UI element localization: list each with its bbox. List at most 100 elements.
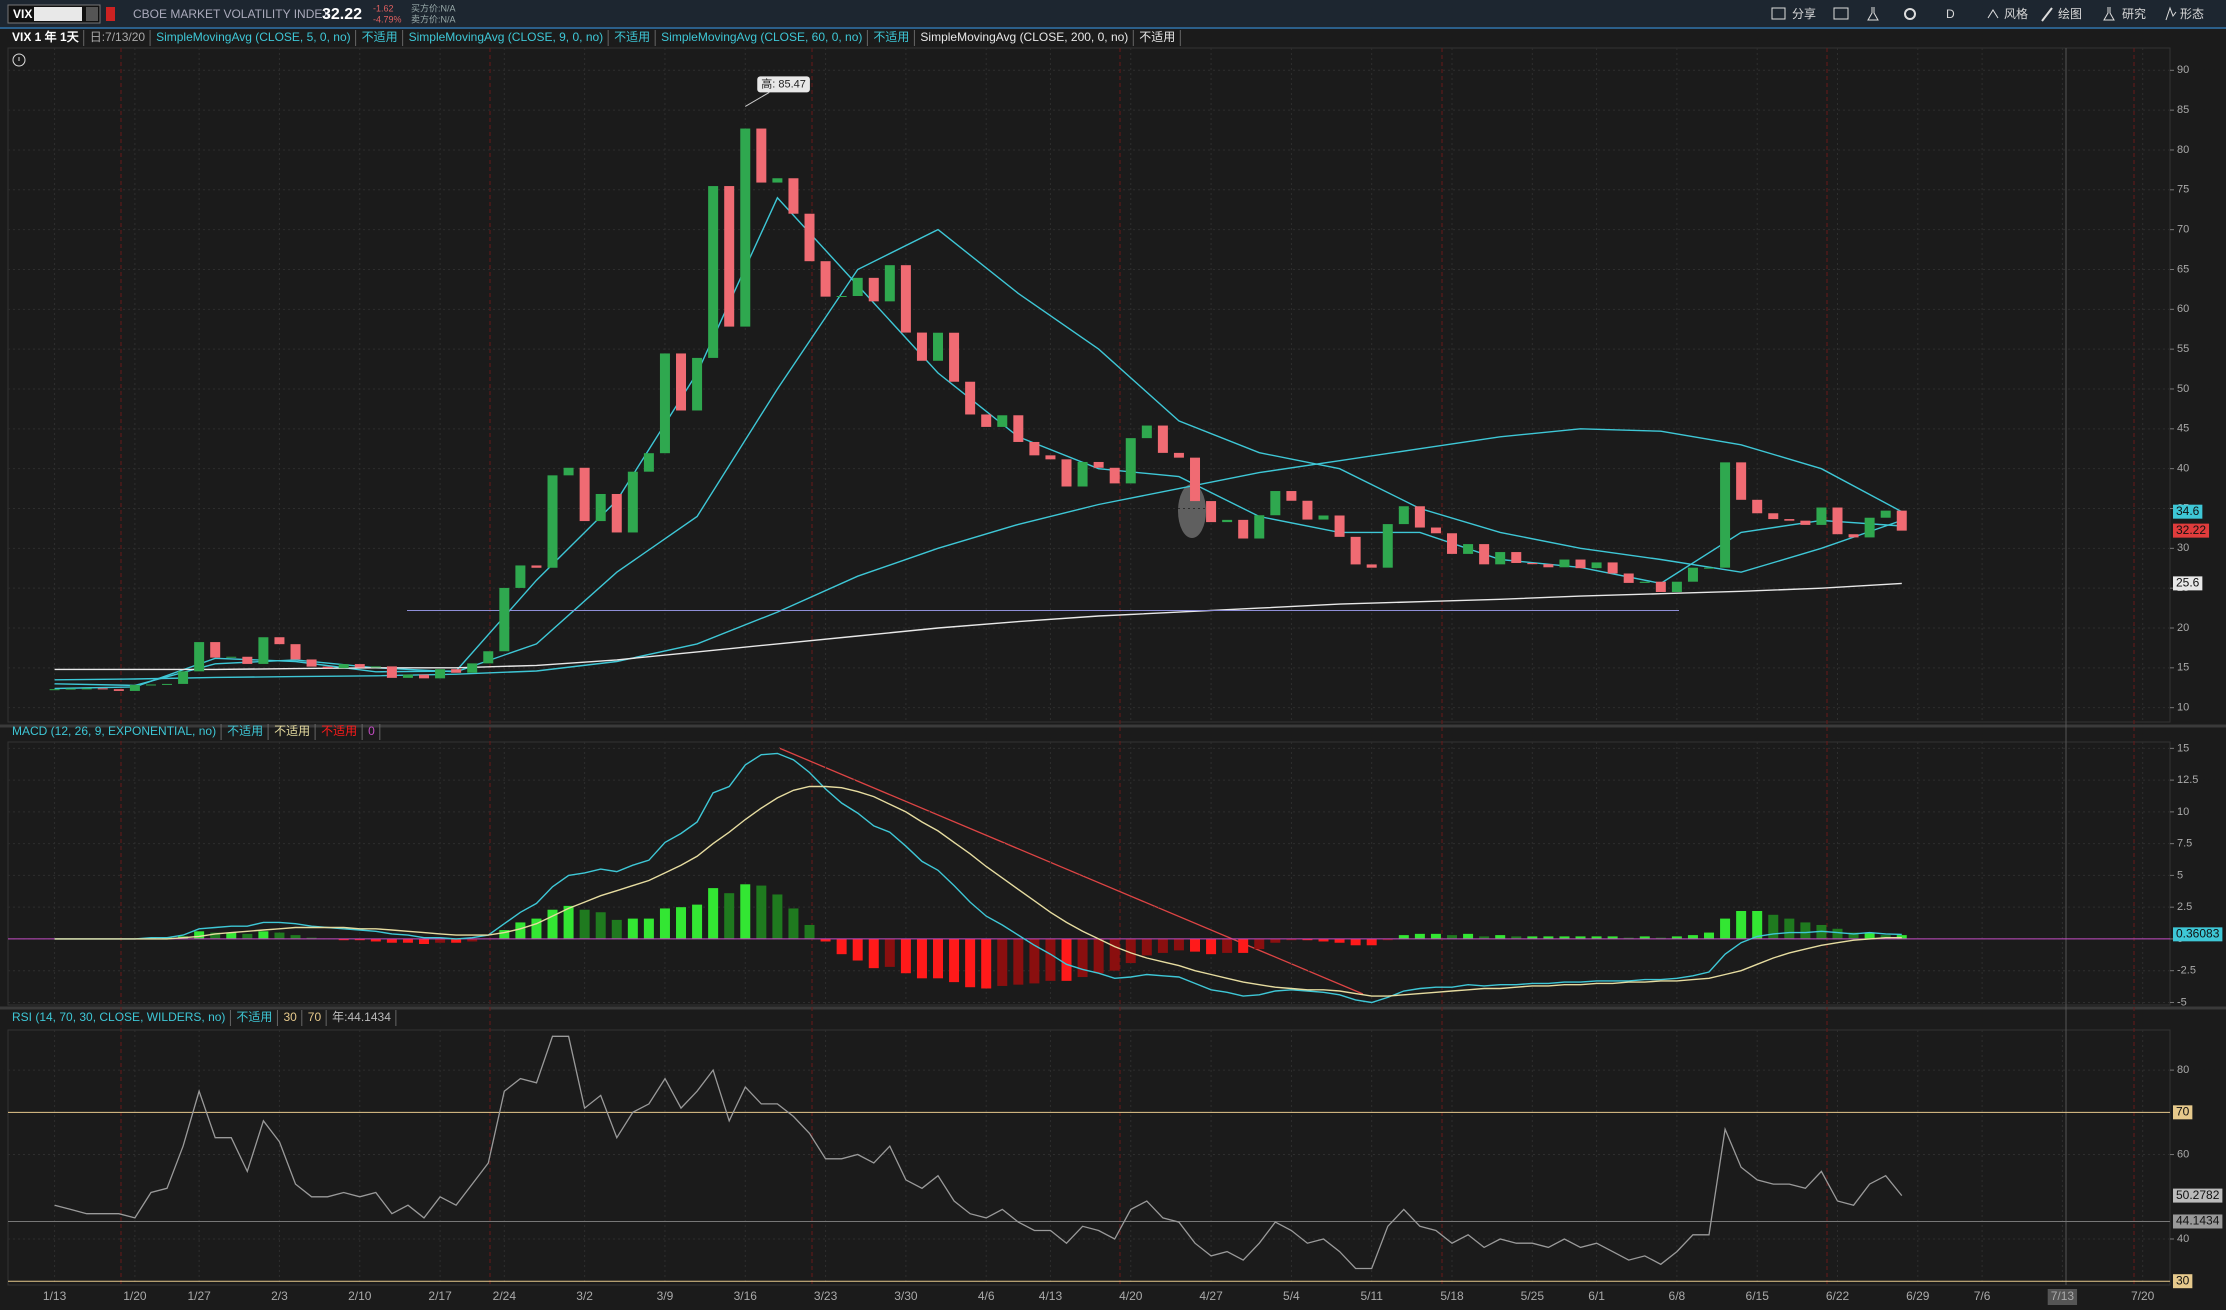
histogram-bar <box>1270 938 1281 943</box>
candle <box>949 332 960 382</box>
candle <box>820 261 831 297</box>
axis-marker-label: 50.2782 <box>2176 1188 2220 1202</box>
histogram-bar <box>451 938 462 943</box>
histogram-bar <box>242 933 253 939</box>
link-button[interactable] <box>106 7 115 21</box>
y-tick-label: 45 <box>2177 423 2189 435</box>
candle <box>419 674 430 679</box>
histogram-bar <box>595 912 606 939</box>
study-label: 不适用 <box>274 724 310 738</box>
candle <box>531 565 542 568</box>
candle <box>322 666 333 669</box>
candle <box>1527 562 1538 565</box>
candle <box>1398 506 1409 525</box>
histogram-bar <box>772 894 783 939</box>
button[interactable]: 分享 <box>1792 6 1816 21</box>
histogram-bar <box>1222 938 1233 953</box>
axis-marker-label: 30 <box>2176 1273 2190 1287</box>
y-tick-label: 90 <box>2177 64 2189 76</box>
candle <box>274 637 285 645</box>
histogram-bar <box>724 893 735 939</box>
x-tick-label: 7/13 <box>2051 1289 2075 1303</box>
candle <box>756 128 767 183</box>
histogram-bar <box>499 930 510 939</box>
y-tick-label: 40 <box>2177 463 2189 475</box>
histogram-bar <box>1077 938 1088 978</box>
histogram-bar <box>756 885 767 939</box>
button[interactable]: 风格 <box>2004 6 2028 21</box>
candle <box>868 277 879 302</box>
histogram-bar <box>1784 918 1795 939</box>
flask-icon[interactable] <box>1867 7 1879 21</box>
histogram-bar <box>868 938 879 969</box>
candle <box>1511 552 1522 563</box>
axis-marker <box>2173 1214 2223 1229</box>
x-tick-label: 6/15 <box>1746 1289 1770 1303</box>
axis-marker-label: 0.36083 <box>2176 927 2220 941</box>
candle <box>129 684 140 691</box>
change: -1.62 <box>373 3 394 13</box>
candle <box>981 414 992 427</box>
x-tick-label: 5/18 <box>1440 1289 1464 1303</box>
gear-icon[interactable] <box>1904 8 1916 20</box>
change-pct: -4.79% <box>373 14 402 24</box>
histogram-bar <box>1334 938 1345 943</box>
study-label: 不适用 <box>236 1010 272 1024</box>
y-tick-label: 5 <box>2177 869 2183 881</box>
symbol-dropdown[interactable] <box>86 7 98 21</box>
candle <box>1382 524 1393 568</box>
candle <box>1591 562 1602 569</box>
axis-marker-label: 25.6 <box>2176 576 2200 590</box>
study-label: VIX 1 年 1天 <box>12 29 80 44</box>
histogram-bar <box>258 931 269 939</box>
histogram-bar <box>1768 914 1779 939</box>
x-tick-label: 7/20 <box>2131 1289 2155 1303</box>
axis-marker-label: 34.6 <box>2176 504 2200 518</box>
button[interactable]: 绘图 <box>2058 6 2082 21</box>
histogram-bar <box>676 907 687 939</box>
axis-marker <box>2173 523 2210 538</box>
candle <box>1013 415 1024 442</box>
histogram-bar <box>1463 933 1474 939</box>
y-tick-label: 60 <box>2177 1148 2189 1160</box>
histogram-bar <box>820 938 831 942</box>
study-label: 不适用 <box>227 724 263 738</box>
study-label: 30 <box>283 1010 297 1024</box>
candle <box>1109 467 1120 484</box>
button[interactable]: D <box>1946 7 1955 21</box>
histogram-bar <box>1639 936 1650 939</box>
candle <box>1157 425 1168 453</box>
histogram-bar <box>933 938 944 979</box>
high-label: 高: 85.47 <box>761 76 806 90</box>
histogram-bar <box>900 938 911 974</box>
candle <box>162 683 173 685</box>
candle <box>1206 501 1217 523</box>
info-icon[interactable] <box>12 53 26 67</box>
x-tick-label: 4/6 <box>978 1289 995 1303</box>
y-tick-label: 70 <box>2177 224 2189 236</box>
candle <box>595 493 606 522</box>
histogram-bar <box>547 909 558 939</box>
button[interactable]: 研究 <box>2122 6 2146 21</box>
x-tick-label: 3/30 <box>894 1289 918 1303</box>
candle <box>1029 441 1040 456</box>
candle <box>1173 452 1184 458</box>
x-tick-label: 4/20 <box>1119 1289 1143 1303</box>
candle <box>1543 564 1554 568</box>
icon[interactable] <box>1833 7 1849 20</box>
study-label: MACD (12, 26, 9, EXPONENTIAL, no) <box>12 724 216 738</box>
y-tick-label: 20 <box>2177 622 2189 634</box>
candle <box>1671 581 1682 592</box>
pencil-icon <box>2041 7 2053 22</box>
button[interactable]: 形态 <box>2180 7 2204 21</box>
study-label: SimpleMovingAvg (CLOSE, 60, 0, no) <box>661 30 862 44</box>
y-tick-label: 60 <box>2177 303 2189 315</box>
x-tick-label: 1/20 <box>123 1289 147 1303</box>
candle <box>900 265 911 333</box>
histogram-bar <box>1607 936 1618 939</box>
candle <box>1463 544 1474 554</box>
candle <box>1784 519 1795 521</box>
axis-marker <box>2173 1274 2193 1289</box>
histogram-bar <box>210 932 221 939</box>
